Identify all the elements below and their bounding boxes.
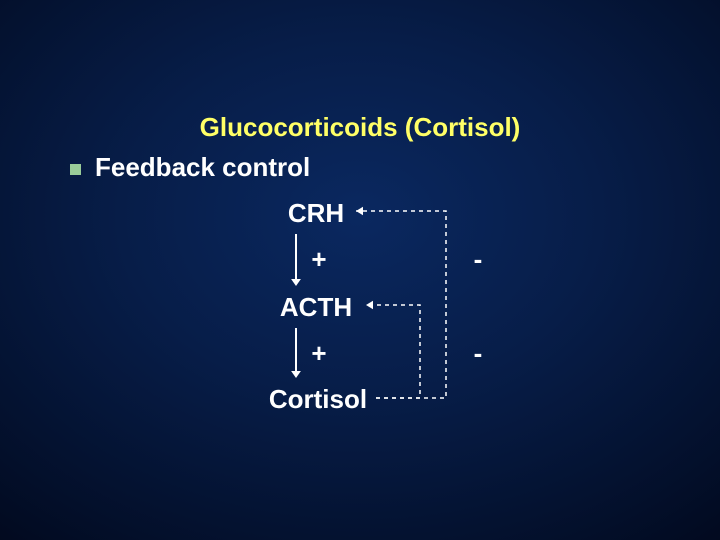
- acth-to-cortisol-head: [291, 371, 301, 378]
- node-acth: ACTH: [266, 292, 366, 323]
- node-cortisol: Cortisol: [258, 384, 378, 415]
- crh-to-acth-head: [291, 279, 301, 286]
- bullet-item: Feedback control: [70, 152, 310, 183]
- label-plus-2: +: [304, 338, 334, 369]
- bullet-label: Feedback control: [95, 152, 310, 183]
- bullet-icon: [70, 164, 81, 175]
- label-plus-1: +: [304, 244, 334, 275]
- label-minus-1: -: [468, 244, 488, 275]
- cortisol-to-acth-feedback-head: [366, 301, 373, 309]
- arrows-overlay: [0, 0, 720, 540]
- slide: Glucocorticoids (Cortisol) Feedback cont…: [0, 0, 720, 540]
- cortisol-to-crh-feedback: [356, 211, 446, 398]
- cortisol-to-crh-feedback-head: [356, 207, 363, 215]
- node-crh: CRH: [276, 198, 356, 229]
- label-minus-2: -: [468, 338, 488, 369]
- slide-title: Glucocorticoids (Cortisol): [0, 112, 720, 143]
